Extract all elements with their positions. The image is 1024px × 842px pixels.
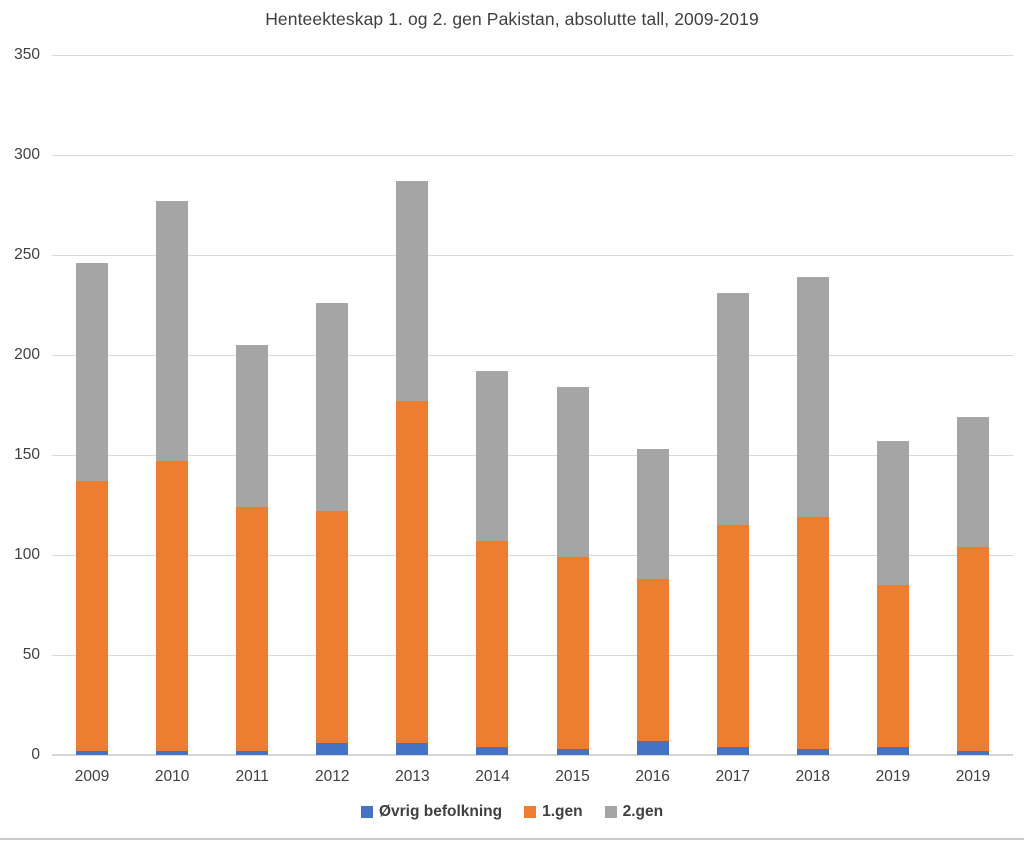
bar-segment-2gen-2010-1 xyxy=(156,201,189,461)
gridline xyxy=(52,355,1013,356)
x-axis-label: 2011 xyxy=(235,768,269,785)
legend-label-1gen: 1.gen xyxy=(542,803,583,820)
bar-segment-2gen-2017-8 xyxy=(716,293,749,525)
bar-segment-1gen-2016-7 xyxy=(636,579,669,741)
bar-segment-2gen-2019-11 xyxy=(956,417,989,547)
x-axis-label: 2018 xyxy=(795,768,831,785)
bar-segment-ovrig-befolkning-2014-5 xyxy=(476,747,509,755)
x-axis-label: 2016 xyxy=(635,768,670,785)
bar-segment-ovrig-befolkning-2016-7 xyxy=(636,741,669,755)
bar-segment-1gen-2015-6 xyxy=(556,557,589,749)
legend-label-ovrig-befolkning: Øvrig befolkning xyxy=(378,803,503,820)
gridline xyxy=(52,455,1013,456)
bar-segment-1gen-2017-8 xyxy=(716,525,749,747)
gridline xyxy=(52,55,1013,56)
bar-segment-2gen-2018-9 xyxy=(796,277,829,517)
bar-segment-2gen-2009-0 xyxy=(76,263,109,481)
x-axis-label: 2009 xyxy=(74,768,110,785)
legend-item-ovrig-befolkning: Øvrig befolkning xyxy=(360,803,503,821)
bar-segment-ovrig-befolkning-2010-1 xyxy=(156,751,189,755)
x-axis-label: 2015 xyxy=(555,768,590,785)
bar-segment-ovrig-befolkning-2011-2 xyxy=(236,751,269,755)
gridline xyxy=(52,555,1013,556)
bar-segment-ovrig-befolkning-2017-8 xyxy=(716,747,749,755)
gridline xyxy=(52,155,1013,156)
legend-swatch-ovrig-befolkning xyxy=(360,806,373,818)
bar-segment-1gen-2012-3 xyxy=(316,511,349,743)
bar-segment-1gen-2014-5 xyxy=(476,541,509,747)
bar-segment-1gen-2018-9 xyxy=(796,517,829,749)
bar-segment-2gen-2013-4 xyxy=(396,181,429,401)
bar-segment-ovrig-befolkning-2018-9 xyxy=(796,749,829,755)
gridline xyxy=(52,255,1013,256)
y-axis-tick-label: 0 xyxy=(31,746,40,763)
bar-segment-ovrig-befolkning-2019-11 xyxy=(956,751,989,755)
bar-segment-1gen-2011-2 xyxy=(236,507,269,751)
bar-segment-2gen-2015-6 xyxy=(556,387,589,557)
x-axis-label: 2019 xyxy=(875,768,911,785)
bar-segment-1gen-2010-1 xyxy=(156,461,189,751)
legend-swatch-2gen xyxy=(604,806,617,818)
bar-segment-2gen-2011-2 xyxy=(236,345,269,507)
bar-segment-1gen-2019-10 xyxy=(876,585,909,747)
legend-item-1gen: 1.gen xyxy=(524,803,583,821)
legend-item-2gen: 2.gen xyxy=(604,803,664,821)
x-axis-label: 2014 xyxy=(475,768,510,785)
bar-segment-1gen-2009-0 xyxy=(76,481,109,751)
bar-segment-ovrig-befolkning-2009-0 xyxy=(76,751,109,755)
y-axis-tick-label: 350 xyxy=(14,46,40,63)
y-axis-tick-label: 250 xyxy=(14,246,40,263)
x-axis-label: 2017 xyxy=(715,768,750,785)
legend-swatch-1gen xyxy=(524,806,537,818)
bar-segment-2gen-2012-3 xyxy=(316,303,349,511)
y-axis-tick-label: 100 xyxy=(14,546,40,563)
bottom-border-line xyxy=(0,838,1024,840)
y-axis-tick-label: 200 xyxy=(14,346,40,363)
x-axis-label: 2010 xyxy=(154,768,190,785)
y-axis-tick-label: 150 xyxy=(14,446,40,463)
x-axis-label: 2013 xyxy=(395,768,430,785)
bar-segment-2gen-2019-10 xyxy=(876,441,909,585)
bar-segment-1gen-2019-11 xyxy=(956,547,989,751)
bar-segment-2gen-2014-5 xyxy=(476,371,509,541)
bar-segment-ovrig-befolkning-2019-10 xyxy=(876,747,909,755)
legend-label-2gen: 2.gen xyxy=(622,803,664,820)
bar-segment-ovrig-befolkning-2013-4 xyxy=(396,743,429,755)
bar-segment-1gen-2013-4 xyxy=(396,401,429,743)
y-axis-tick-label: 300 xyxy=(14,146,40,163)
bar-segment-ovrig-befolkning-2015-6 xyxy=(556,749,589,755)
gridline xyxy=(52,655,1013,656)
x-axis-line xyxy=(52,754,1013,756)
chart-title: Henteekteskap 1. og 2. gen Pakistan, abs… xyxy=(265,9,759,29)
y-axis-tick-label: 50 xyxy=(22,646,40,663)
x-axis-label: 2019 xyxy=(955,768,991,785)
x-axis-label: 2012 xyxy=(315,768,350,785)
bar-segment-ovrig-befolkning-2012-3 xyxy=(316,743,349,755)
legend: Øvrig befolkning 1.gen 2.gen xyxy=(0,803,1024,821)
bar-segment-2gen-2016-7 xyxy=(636,449,669,579)
